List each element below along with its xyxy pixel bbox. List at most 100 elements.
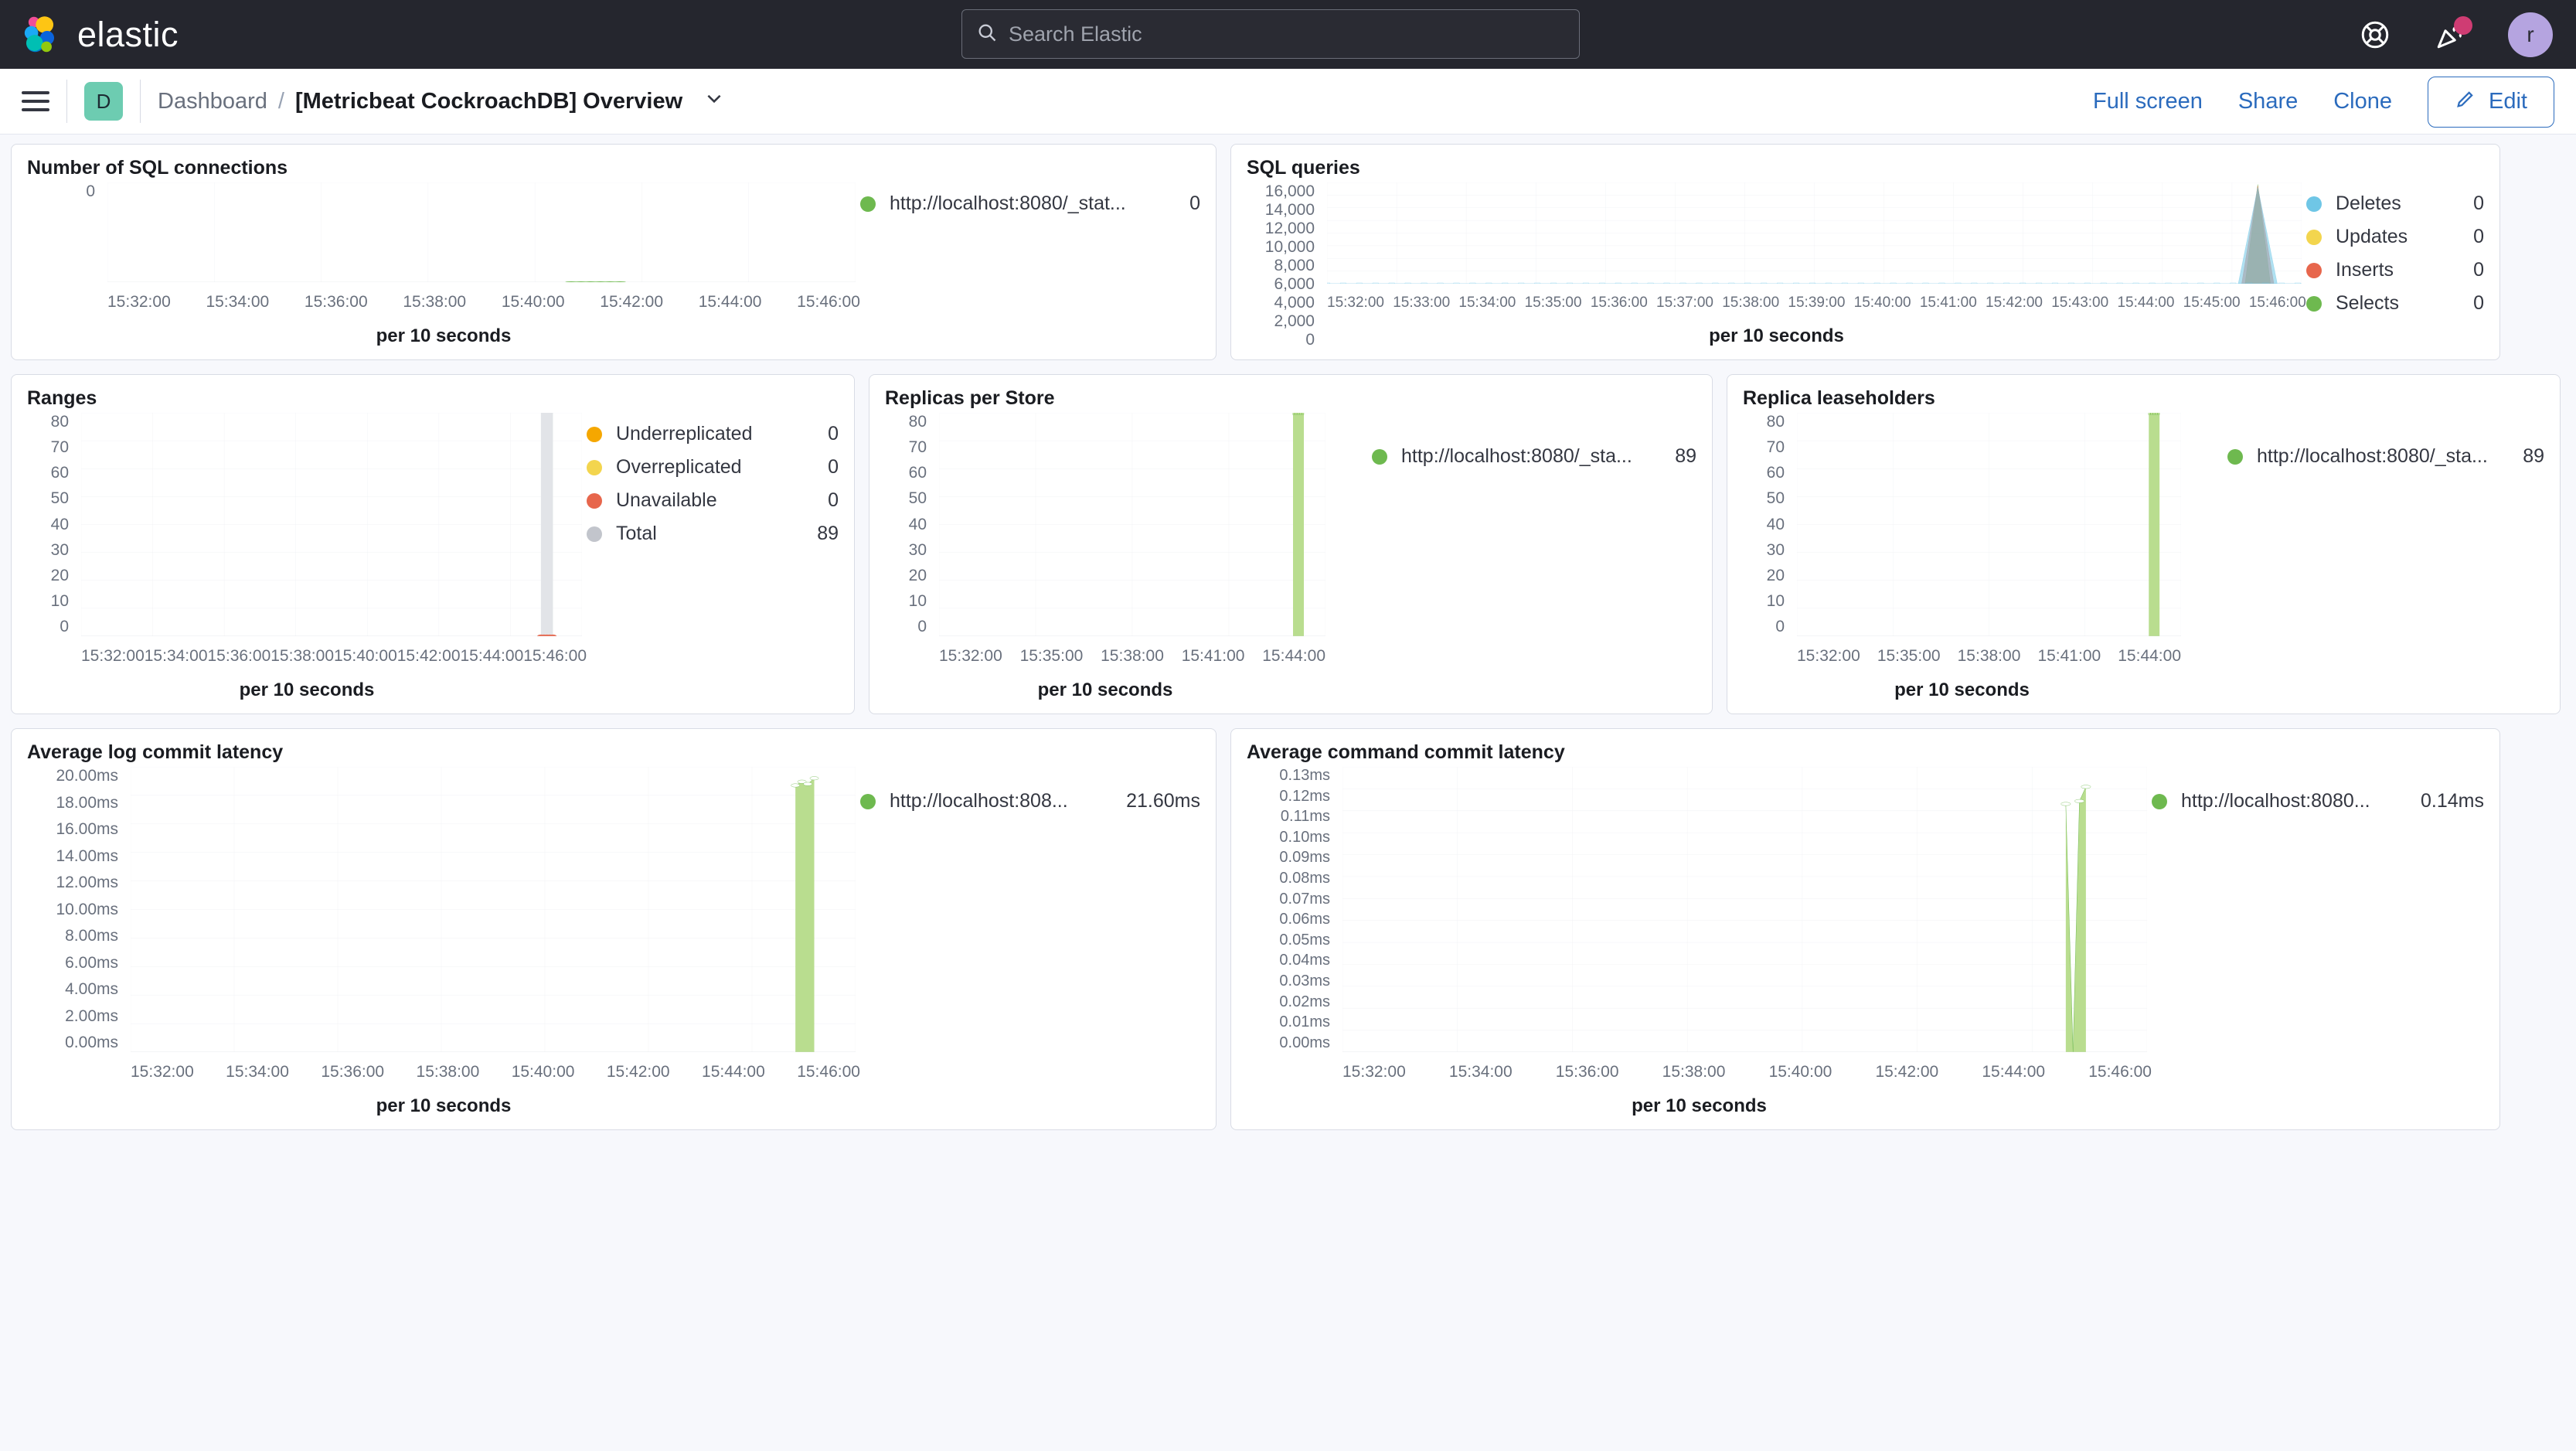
announcements-party-icon[interactable]: [2432, 15, 2472, 53]
x-axis: 15:32:00 15:33:00 15:34:00 15:35:00 15:36:00…: [1247, 295, 2306, 312]
y-axis-tick: 10: [50, 591, 69, 610]
chevron-down-icon[interactable]: [704, 88, 724, 114]
y-axis-tick: 4,000: [1274, 294, 1315, 312]
dashboard-row-2: Ranges 80 70 60 50 40 30 20 10 0 15:32:00 15:: [11, 374, 2565, 714]
brand[interactable]: elastic: [0, 15, 179, 55]
chart-avg-command-commit-latency[interactable]: 0.13ms 0.12ms 0.11ms 0.10ms 0.09ms 0.08ms 0.07…: [1247, 767, 2152, 1122]
legend-color-swatch: [2306, 196, 2322, 212]
y-axis: 0.13ms 0.12ms 0.11ms 0.10ms 0.09ms 0.08ms 0.07…: [1247, 767, 1339, 1052]
panel-replica-leaseholders: Replica leaseholders 80 70 60 50 40 30 20 10 0: [1727, 374, 2561, 714]
legend-item[interactable]: Total 89: [587, 517, 839, 550]
space-avatar[interactable]: D: [84, 82, 123, 121]
y-axis-tick: 80: [908, 413, 927, 431]
chart-replicas-per-store[interactable]: 80 70 60 50 40 30 20 10 0 15:32:00 15:35:00 15:38:…: [885, 413, 1372, 706]
y-axis-tick: 0.13ms: [1279, 767, 1330, 784]
y-axis-tick: 0.12ms: [1279, 787, 1330, 805]
legend-item[interactable]: Updates 0: [2306, 220, 2484, 254]
legend-value: 0: [1189, 192, 1200, 214]
y-axis-tick: 10,000: [1264, 238, 1315, 256]
legend-item[interactable]: Overreplicated 0: [587, 451, 839, 484]
legend-color-swatch: [2306, 295, 2322, 312]
header-actions: r: [2357, 0, 2553, 69]
x-axis-tick: 15:35:00: [1524, 295, 1582, 311]
hamburger-menu-icon[interactable]: [22, 91, 49, 111]
y-axis-tick: 12,000: [1264, 220, 1315, 237]
global-search[interactable]: [961, 9, 1580, 59]
y-axis-tick: 14.00ms: [56, 846, 118, 865]
dashboard-row-1: Number of SQL connections 0 15:32:00: [11, 144, 2565, 360]
y-axis-tick: 0.08ms: [1279, 870, 1330, 887]
chart-avg-log-commit-latency[interactable]: 20.00ms 18.00ms 16.00ms 14.00ms 12.00ms 10.00…: [27, 767, 860, 1122]
panel-replicas-per-store: Replicas per Store 80 70 60 50 40 30 20 10 0: [869, 374, 1713, 714]
panel-title: Average log commit latency: [27, 741, 284, 763]
brand-name: elastic: [77, 14, 179, 54]
y-axis-tick: 0: [1305, 331, 1315, 349]
legend-value: 0.14ms: [2421, 790, 2484, 812]
legend-item[interactable]: http://localhost:8080/_stat... 0: [860, 187, 1200, 220]
legend-color-swatch: [2306, 229, 2322, 245]
legend-item[interactable]: http://localhost:8080/_sta... 89: [1372, 417, 1696, 473]
breadcrumb-dashboard[interactable]: Dashboard: [158, 88, 267, 114]
dashboard-actions: Full screen Share Clone Edit: [2093, 69, 2554, 135]
legend-item[interactable]: http://localhost:8080... 0.14ms: [2152, 771, 2484, 818]
legend-item[interactable]: http://localhost:808... 21.60ms: [860, 771, 1200, 818]
x-axis-tick: 15:41:00: [1181, 647, 1245, 665]
y-axis-tick: 0.11ms: [1280, 808, 1330, 826]
panel-title: Ranges: [27, 387, 97, 409]
legend-value: 0: [828, 423, 839, 444]
x-axis-tick: 15:36:00: [321, 1063, 385, 1081]
y-axis-tick: 16,000: [1264, 182, 1315, 200]
legend-item[interactable]: Underreplicated 0: [587, 417, 839, 451]
search-input[interactable]: [1009, 22, 1565, 46]
chart-replica-leaseholders[interactable]: 80 70 60 50 40 30 20 10 0 15:32:00 15:35:00 15:38:…: [1743, 413, 2227, 706]
x-axis-tick: 15:46:00: [797, 293, 860, 311]
chart-ranges[interactable]: 80 70 60 50 40 30 20 10 0 15:32:00 15:34:00 15:36:…: [27, 413, 587, 706]
clone-button[interactable]: Clone: [2333, 89, 2393, 114]
x-axis-tick: 15:38:00: [416, 1063, 480, 1081]
legend-item[interactable]: Inserts 0: [2306, 254, 2484, 287]
x-axis-tick: 15:41:00: [1919, 295, 1977, 311]
share-button[interactable]: Share: [2237, 89, 2299, 114]
legend-label: Overreplicated: [616, 456, 742, 478]
x-axis-tick: 15:38:00: [1722, 295, 1780, 311]
x-axis-tick: 15:34:00: [226, 1063, 289, 1081]
full-screen-button[interactable]: Full screen: [2093, 89, 2203, 114]
breadcrumb-bar: D Dashboard / [Metricbeat CockroachDB] O…: [0, 69, 2576, 135]
legend-color-swatch: [2227, 448, 2243, 465]
legend-replicas-per-store: http://localhost:8080/_sta... 89: [1372, 413, 1696, 706]
plot-area: [131, 767, 856, 1052]
chart-sql-queries[interactable]: 16,000 14,000 12,000 10,000 8,000 6,000 4,000 2…: [1247, 182, 2306, 352]
y-axis-tick: 20: [908, 566, 927, 584]
legend-item[interactable]: Selects 0: [2306, 287, 2484, 320]
x-axis-title: per 10 seconds: [1709, 325, 1844, 346]
x-axis-tick: 15:34:00: [206, 293, 270, 311]
x-axis-tick: 15:44:00: [460, 647, 524, 665]
x-axis-tick: 15:37:00: [1656, 295, 1713, 311]
y-axis-tick: 0.02ms: [1279, 993, 1330, 1010]
y-axis: 80 70 60 50 40 30 20 10 0: [885, 413, 936, 636]
legend-item[interactable]: http://localhost:8080/_sta... 89: [2227, 417, 2544, 473]
y-axis-tick: 40: [50, 515, 69, 533]
x-axis-tick: 15:44:00: [2118, 647, 2181, 665]
x-axis-tick: 15:35:00: [1877, 647, 1941, 665]
legend-ranges: Underreplicated 0 Overreplicated 0 Unava…: [587, 413, 839, 706]
legend-value: 89: [2523, 445, 2544, 467]
legend-item[interactable]: Deletes 0: [2306, 187, 2484, 220]
help-lifebuoy-icon[interactable]: [2357, 16, 2394, 53]
y-axis-tick: 6,000: [1274, 275, 1315, 293]
x-axis: 15:32:00 15:34:00 15:36:00 15:38:00 15:40:00…: [27, 647, 587, 666]
y-axis-tick: 18.00ms: [56, 793, 118, 812]
legend-label: http://localhost:8080...: [2181, 790, 2370, 812]
avatar[interactable]: r: [2508, 12, 2553, 57]
legend-item[interactable]: Unavailable 0: [587, 484, 839, 517]
x-axis-title: per 10 seconds: [1632, 1095, 1767, 1116]
chart-svg: [1342, 767, 2147, 1052]
edit-button[interactable]: Edit: [2428, 76, 2554, 128]
y-axis-tick: 40: [908, 515, 927, 533]
panel-sql-queries: SQL queries 16,000 14,000 12,000 10,000 8,00…: [1230, 144, 2500, 360]
chart-svg: [939, 413, 1325, 636]
x-axis-tick: 15:40:00: [1853, 295, 1911, 311]
x-axis-tick: 15:44:00: [1262, 647, 1325, 665]
elastic-logo-icon: [20, 15, 60, 55]
chart-sql-connections[interactable]: 0 15:32:00 15:34:00 15:36:00 15:38:00 15:40:…: [27, 182, 860, 352]
